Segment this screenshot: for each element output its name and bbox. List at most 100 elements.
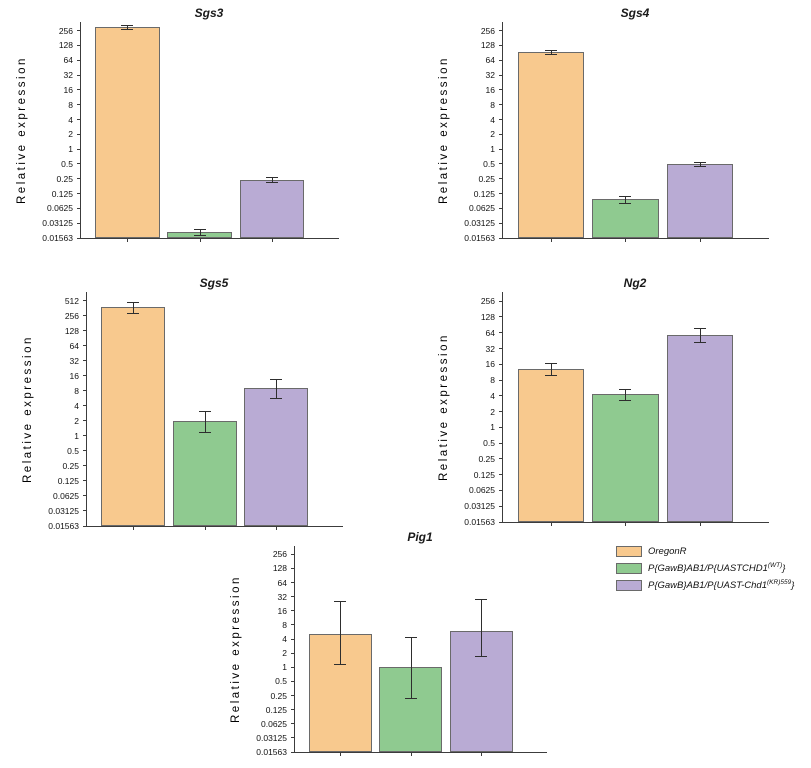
y-tick-mark (77, 59, 81, 61)
y-tick-label: 256 (64, 310, 79, 321)
y-tick-mark (499, 178, 503, 180)
y-tick-mark (291, 624, 295, 626)
y-tick-mark (499, 442, 503, 444)
y-tick-label: 8 (490, 99, 495, 110)
y-tick-label: 0.125 (265, 704, 287, 715)
error-bar (625, 389, 627, 400)
x-tick-mark (481, 752, 483, 756)
y-tick-mark (499, 489, 503, 491)
y-tick-label: 4 (282, 634, 287, 644)
bar-oregonr (95, 27, 160, 238)
x-tick-mark (271, 238, 273, 242)
y-tick-label: 0.25 (478, 173, 495, 184)
x-tick-mark (550, 522, 552, 526)
error-bar-cap (619, 202, 632, 204)
y-tick-mark (499, 148, 503, 150)
y-tick-mark (499, 411, 503, 413)
y-tick-mark (499, 30, 503, 32)
y-tick-mark (77, 148, 81, 150)
y-tick-label: 4 (74, 400, 79, 411)
bar-oregonr (517, 369, 585, 522)
plot-area (77, 22, 339, 242)
y-tick-label: 2 (68, 129, 73, 140)
legend-item-uastchd1-wt: P{GawB}AB1/P{UASTCHD1(WT)} (616, 562, 794, 574)
error-bar-cap (198, 411, 211, 413)
y-tick-mark (499, 521, 503, 523)
y-tick-label: 16 (277, 605, 287, 616)
y-tick-label: 0.03125 (464, 218, 495, 229)
y-tick-label: 1 (68, 144, 73, 155)
y-tick-label: 4 (490, 390, 495, 401)
x-tick-mark (133, 526, 135, 530)
legend-swatch-oregonr (616, 546, 642, 557)
y-tick-label: 0.5 (67, 445, 79, 456)
y-tick-label: 8 (68, 99, 73, 110)
y-tick-mark (499, 133, 503, 135)
error-bar (199, 228, 201, 235)
legend-item-oregonr: OregonR (616, 546, 794, 557)
error-bar (276, 378, 278, 398)
error-bar (271, 177, 273, 183)
error-bar-cap (544, 54, 557, 56)
y-tick-label: 256 (480, 25, 495, 36)
y-tick-label: 0.25 (62, 460, 79, 471)
y-tick-label: 16 (69, 370, 79, 381)
y-tick-mark (499, 222, 503, 224)
y-tick-mark (83, 420, 87, 422)
y-tick-mark (499, 237, 503, 239)
y-tick-label: 0.0625 (261, 718, 287, 729)
y-axis-label: Relative expression (438, 56, 450, 204)
chart-ng2: Ng2 Relative expression 256 128 64 32 16 8 4 2 1 0.… (436, 276, 772, 534)
error-bar-cap (127, 301, 140, 303)
y-tick-label: 2 (490, 406, 495, 417)
y-tick-label: 512 (64, 295, 79, 306)
y-tick-mark (499, 474, 503, 476)
x-tick-mark (625, 522, 627, 526)
y-tick-mark (499, 363, 503, 365)
error-bar (550, 49, 552, 55)
y-tick-mark (83, 300, 87, 302)
error-bar-cap (193, 234, 206, 236)
y-axis-label: Relative expression (16, 56, 28, 204)
bar-uast-chd1-kr559 (244, 388, 309, 526)
y-tick-label: 16 (485, 359, 495, 370)
y-tick-mark (291, 737, 295, 739)
y-axis-label: Relative expression (22, 335, 34, 483)
y-tick-mark (291, 638, 295, 640)
y-tick-label: 8 (490, 375, 495, 386)
error-bar-cap (127, 313, 140, 315)
y-tick-mark (83, 450, 87, 452)
error-bar-cap (265, 182, 278, 184)
y-tick-label: 64 (277, 577, 287, 588)
error-bar-cap (265, 177, 278, 179)
error-bar-cap (334, 663, 347, 665)
y-tick-label: 64 (63, 55, 73, 66)
y-tick-mark (83, 465, 87, 467)
bar-uast-chd1-kr559 (666, 335, 734, 522)
plot-area (291, 546, 547, 756)
y-tick-label: 2 (490, 129, 495, 140)
y-tick-label: 16 (63, 84, 73, 95)
y-tick-mark (291, 751, 295, 753)
y-tick-mark (83, 495, 87, 497)
y-tick-mark (77, 193, 81, 195)
y-tick-mark (77, 30, 81, 32)
y-tick-label: 256 (272, 549, 287, 560)
chart-sgs3: Sgs3 Relative expression 256 128 64 32 16 8 4 2 1 0… (14, 6, 342, 250)
y-tick-label: 0.5 (61, 158, 73, 169)
error-bar (340, 600, 342, 664)
chart-sgs5: Sgs5 Relative expression 512 256 128 64 32 16 8 4… (20, 276, 346, 538)
y-tick-mark (499, 193, 503, 195)
y-tick-mark (291, 680, 295, 682)
y-tick-label: 0.03125 (48, 505, 79, 516)
y-tick-mark (83, 315, 87, 317)
y-tick-label: 1 (282, 662, 287, 673)
y-tick-label: 0.25 (56, 173, 73, 184)
y-tick-mark (499, 332, 503, 334)
y-tick-mark (83, 360, 87, 362)
y-tick-mark (291, 610, 295, 612)
x-tick-mark (550, 238, 552, 242)
y-tick-mark (83, 480, 87, 482)
y-tick-label: 8 (74, 385, 79, 396)
error-bar (481, 599, 483, 657)
